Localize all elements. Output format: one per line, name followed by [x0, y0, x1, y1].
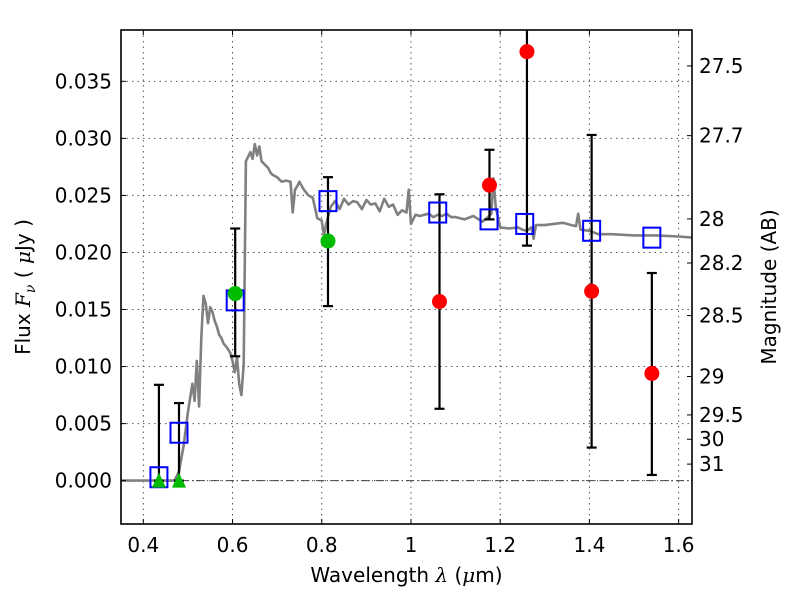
y-tick-label: 0.035: [55, 69, 112, 93]
model-photometry-point: [479, 208, 499, 231]
model-photometry-point: [428, 201, 448, 224]
upper-limits-point: [151, 472, 166, 488]
y-axis-label: Flux Fν ( μJy ): [11, 219, 39, 355]
axes-frame: [120, 29, 693, 525]
low-significance-point: [481, 177, 497, 193]
y2-tick-label: 27.7: [699, 124, 744, 148]
low-significance-point: [644, 365, 660, 381]
x-axis: 0.4 0.6 0.8 1 1.2 1.4 1.6: [127, 30, 695, 557]
x-tick-label: 1.6: [663, 533, 695, 557]
y-tick-label: 0.025: [55, 183, 112, 207]
model-spectrum-line: [121, 142, 692, 482]
low-significance-point: [584, 283, 600, 299]
model-photometry-point: [169, 421, 189, 444]
plot-layer: [121, 30, 692, 489]
y2-tick-label: 31: [699, 452, 724, 476]
detections-point: [320, 233, 336, 249]
y2-tick-label: 29: [699, 364, 724, 388]
y-tick-label: 0.030: [55, 126, 112, 150]
low-significance-point: [432, 294, 448, 310]
model-photometry-point: [318, 190, 338, 213]
model-photometry-point: [582, 219, 602, 242]
x-tick-label: 0.8: [306, 533, 338, 557]
y-tick-label: 0.000: [55, 469, 112, 493]
x-tick-label: 0.6: [217, 533, 249, 557]
x-tick-label: 1.2: [484, 533, 516, 557]
x-tick-label: 1: [405, 533, 418, 557]
y2-tick-label: 27.5: [699, 54, 744, 78]
x-tick-label: 0.4: [127, 533, 159, 557]
y2-tick-label: 28.2: [699, 251, 744, 275]
y2-tick-label: 29.5: [699, 403, 744, 427]
plot-area: [121, 30, 692, 489]
y-tick-label: 0.020: [55, 240, 112, 264]
y-tick-label: 0.010: [55, 355, 112, 379]
y2-tick-label: 30: [699, 427, 724, 451]
upper-limits-point: [171, 472, 186, 488]
x-axis-label: Wavelength λ (μm): [310, 563, 502, 587]
model-photometry-point: [515, 212, 535, 235]
model-photometry-point: [642, 226, 662, 249]
y2-tick-label: 28.5: [699, 304, 744, 328]
detections-point: [227, 286, 243, 302]
low-significance-point: [519, 44, 535, 60]
y2-axis-label: Magnitude (AB): [757, 209, 781, 364]
grid: [121, 30, 692, 524]
y2-tick-label: 28: [699, 207, 724, 231]
y-tick-label: 0.005: [55, 412, 112, 436]
x-tick-label: 1.4: [573, 533, 605, 557]
y-axis: 0.000 0.005 0.010 0.015 0.020 0.025 0.030 0.035: [55, 69, 126, 493]
y-tick-label: 0.015: [55, 298, 112, 322]
